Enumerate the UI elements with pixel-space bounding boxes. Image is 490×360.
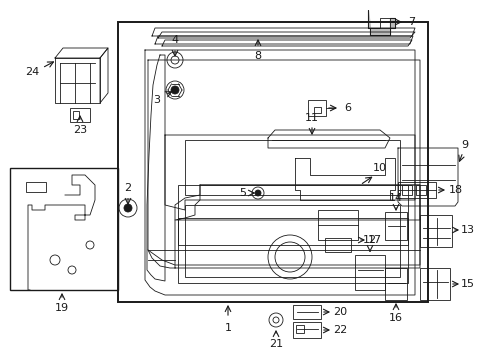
Bar bbox=[398, 182, 436, 198]
Text: 3: 3 bbox=[153, 95, 161, 105]
Text: 21: 21 bbox=[269, 339, 283, 349]
Bar bbox=[293, 305, 321, 319]
Bar bbox=[73, 111, 79, 119]
Text: 1: 1 bbox=[224, 323, 231, 333]
Text: 24: 24 bbox=[25, 67, 39, 77]
Text: 5: 5 bbox=[240, 188, 246, 198]
Bar bbox=[325, 238, 351, 252]
Text: 11: 11 bbox=[305, 113, 319, 123]
Text: 18: 18 bbox=[449, 185, 463, 195]
Bar bbox=[385, 268, 407, 300]
Bar bbox=[416, 185, 426, 195]
Text: 16: 16 bbox=[389, 313, 403, 323]
Bar bbox=[355, 255, 385, 290]
Bar bbox=[402, 185, 412, 195]
Text: 2: 2 bbox=[124, 183, 131, 193]
Bar bbox=[118, 22, 428, 302]
Bar bbox=[314, 107, 321, 113]
Bar bbox=[70, 108, 90, 122]
Circle shape bbox=[171, 86, 179, 94]
Text: 20: 20 bbox=[333, 307, 347, 317]
Text: 9: 9 bbox=[462, 140, 468, 150]
Bar bbox=[178, 218, 408, 283]
Circle shape bbox=[255, 190, 261, 196]
Bar bbox=[385, 212, 407, 240]
Circle shape bbox=[124, 204, 132, 212]
Bar bbox=[10, 168, 118, 290]
Bar bbox=[185, 205, 400, 277]
Bar bbox=[26, 182, 46, 192]
Text: 8: 8 bbox=[254, 51, 262, 61]
Text: 10: 10 bbox=[373, 163, 387, 173]
Bar bbox=[293, 322, 321, 338]
Text: 14: 14 bbox=[389, 193, 403, 203]
Bar bbox=[296, 325, 304, 333]
Text: 13: 13 bbox=[461, 225, 475, 235]
Text: 22: 22 bbox=[333, 325, 347, 335]
Text: 12: 12 bbox=[363, 235, 377, 245]
Text: 15: 15 bbox=[461, 279, 475, 289]
Bar bbox=[178, 185, 408, 245]
Polygon shape bbox=[368, 10, 395, 35]
Bar bbox=[420, 268, 450, 300]
Text: 23: 23 bbox=[73, 125, 87, 135]
Text: 17: 17 bbox=[368, 235, 382, 245]
Bar bbox=[308, 100, 326, 116]
Bar bbox=[185, 140, 400, 195]
Text: 6: 6 bbox=[344, 103, 351, 113]
Text: 19: 19 bbox=[55, 303, 69, 313]
Text: 7: 7 bbox=[409, 17, 416, 27]
Bar bbox=[420, 215, 452, 247]
Text: 4: 4 bbox=[172, 35, 178, 45]
Bar bbox=[318, 210, 358, 240]
